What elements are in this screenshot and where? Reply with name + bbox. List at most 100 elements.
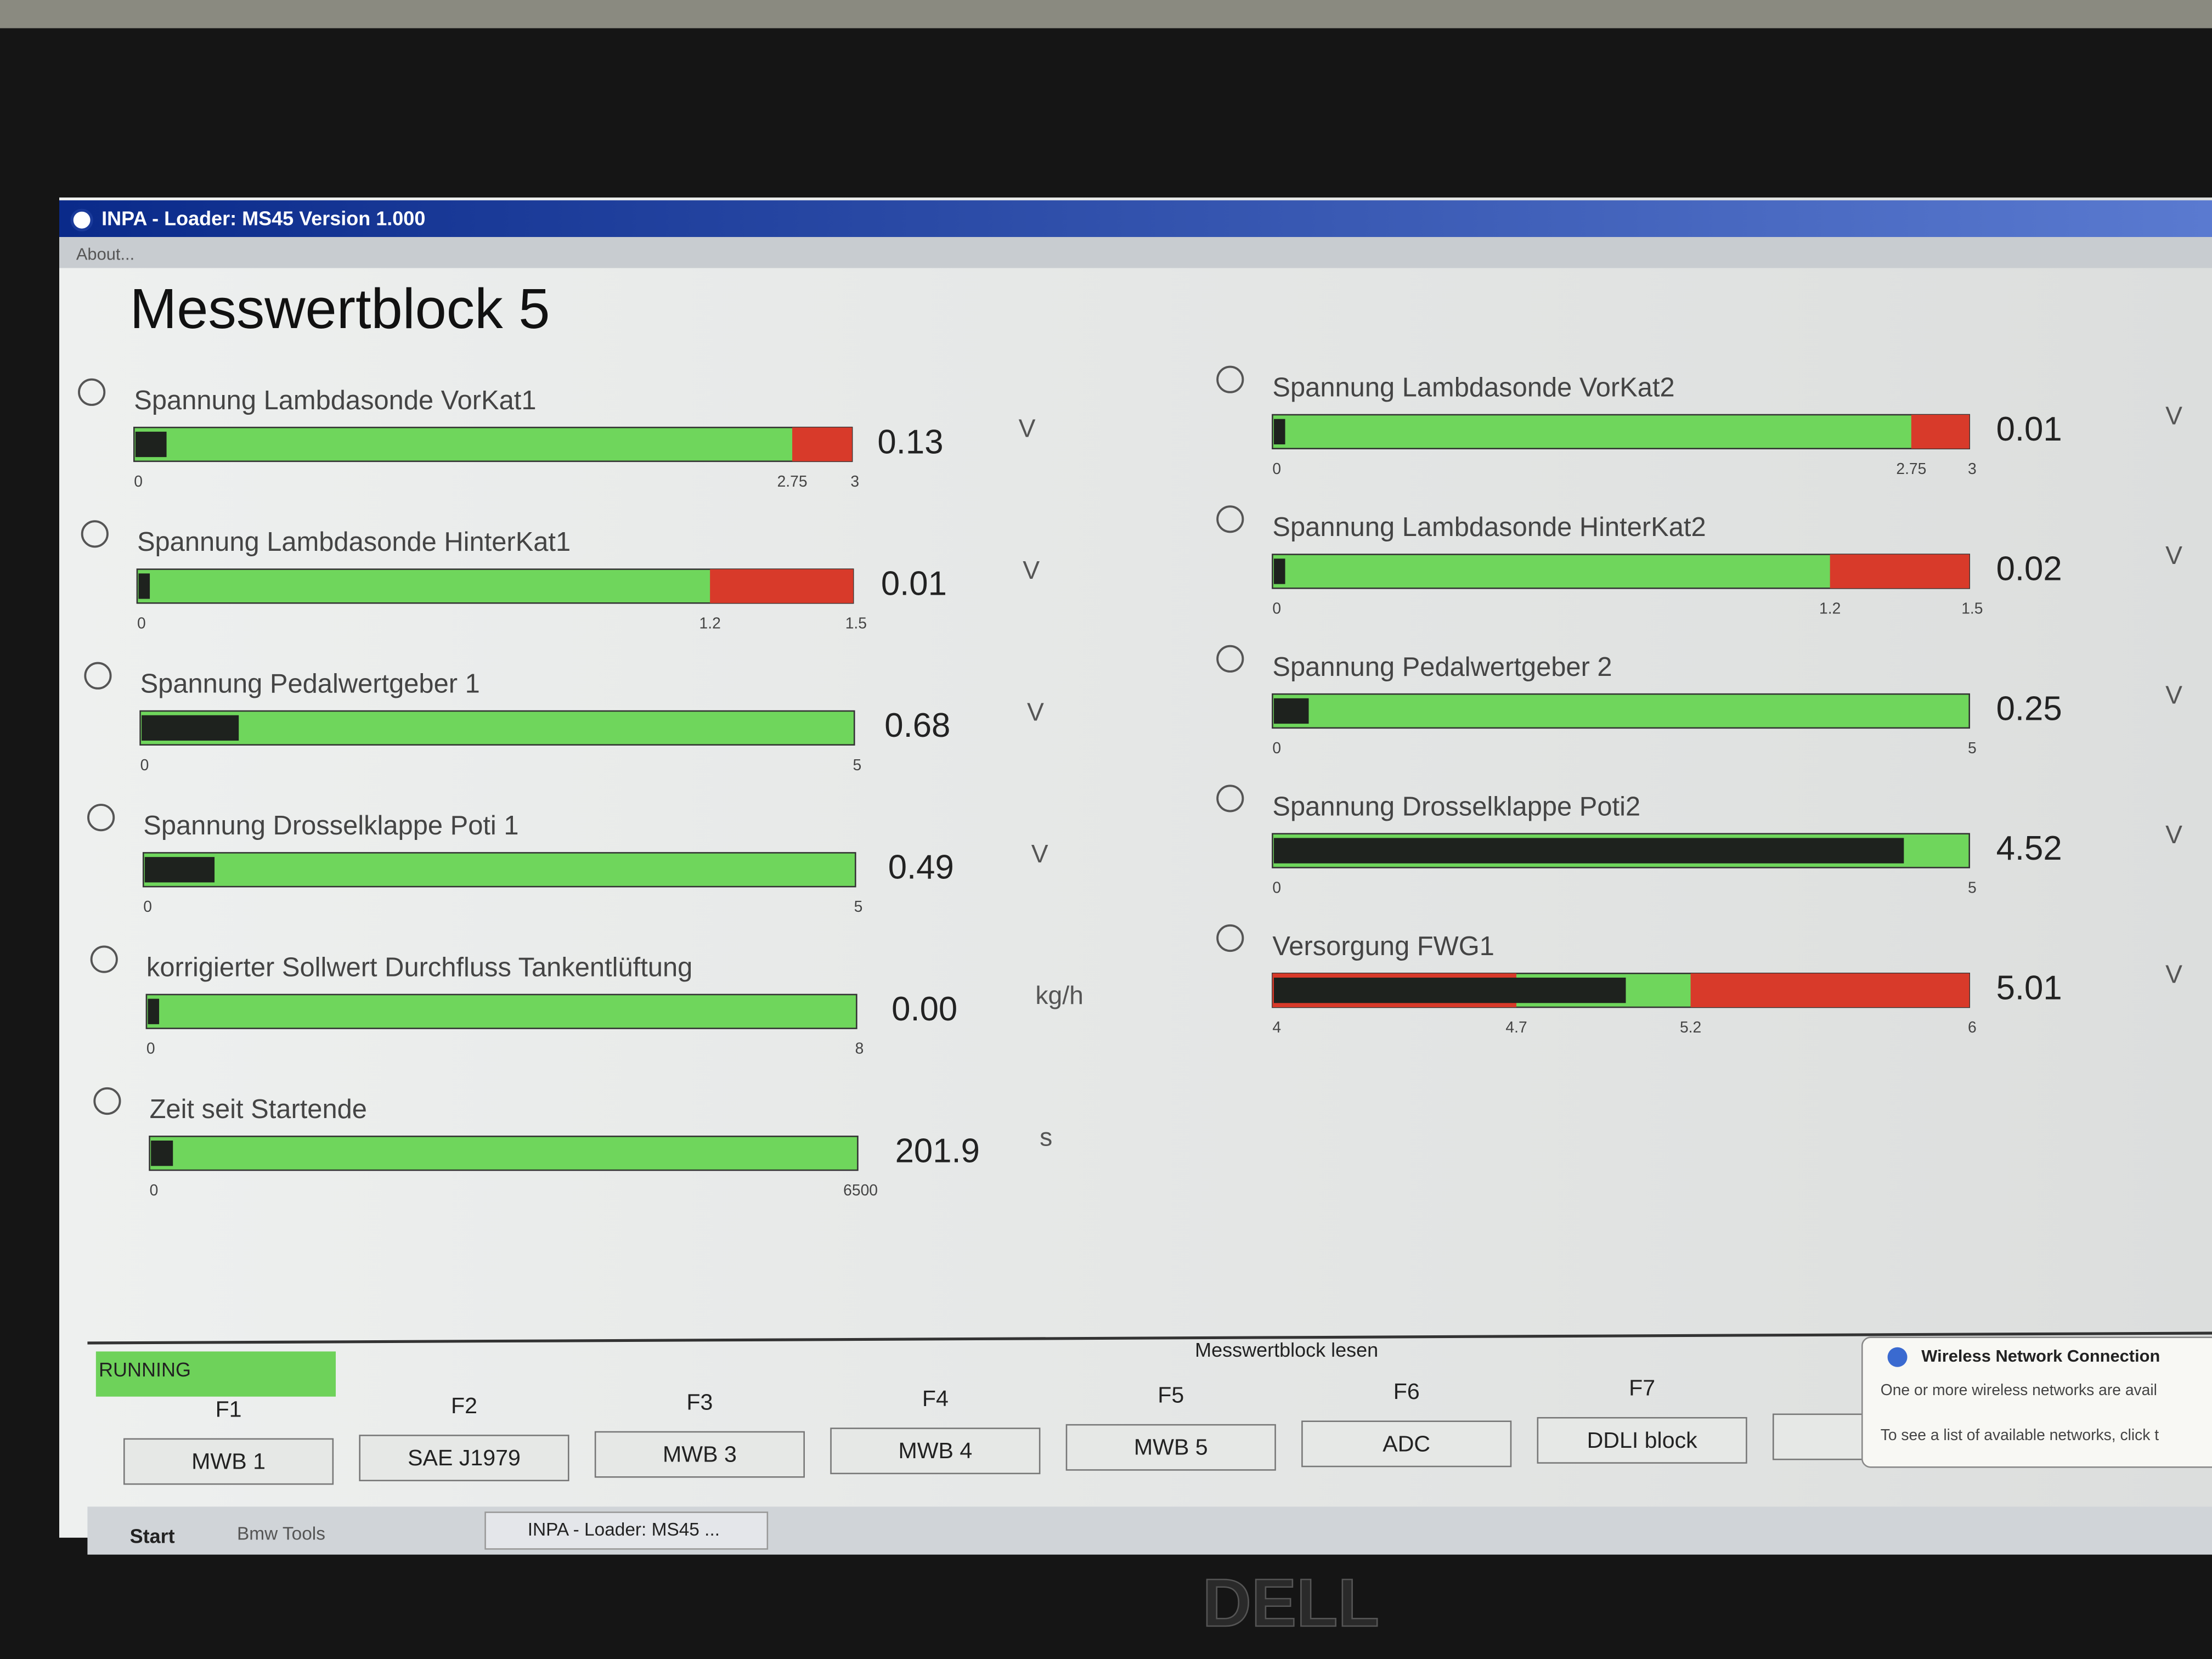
tick-label: 5 [1968,739,1977,757]
tick-label: 0 [1272,599,1281,617]
notification-title: Wireless Network Connection [1921,1346,2160,1365]
bar-fill [148,998,160,1024]
tick-label: 2.75 [1896,460,1926,477]
bar-fill [135,431,167,458]
tick-label: 5.2 [1680,1018,1701,1036]
tick-label: 1.2 [1819,599,1841,617]
tick-label: 5 [1968,878,1977,896]
window-title: INPA - Loader: MS45 Version 1.000 [101,207,425,230]
gauge-label: Spannung Lambdasonde HinterKat1 [137,527,571,557]
radio[interactable] [87,804,115,832]
menu-item[interactable]: About... [76,245,134,264]
bar-frame [1272,693,1971,729]
tick-label: 3 [850,472,859,490]
taskbar-task-label: INPA - Loader: MS45 ... [528,1520,720,1540]
notification-text: One or more wireless networks are avail [1881,1381,2157,1398]
radio[interactable] [1216,505,1244,533]
bar-fill [142,715,239,741]
bar-limit [1911,415,1970,449]
key-name: F5 [1158,1383,1184,1408]
bar-fill [1274,838,1904,864]
bar-fill [144,857,215,883]
key-name: F6 [1393,1379,1420,1404]
title-bar [59,200,2212,237]
bar-frame [145,994,857,1029]
gauge-value: 4.52 [1996,830,2062,867]
bar-fill [1274,558,1285,584]
tick-label: 0 [134,472,143,490]
bar-fill [138,573,150,599]
bar-frame [139,710,855,746]
taskbar-folder[interactable]: Bmw Tools [237,1524,325,1544]
start-button[interactable]: Start [130,1525,175,1547]
gauge-unit: V [1023,556,1040,584]
tick-label: 0 [1272,739,1281,757]
gauge-value: 0.01 [881,565,947,603]
gauge-label: Spannung Drosselklappe Poti 1 [143,811,518,840]
bar-frame [133,426,853,462]
tick-label: 4 [1272,1018,1281,1036]
key-button[interactable] [1301,1420,1512,1468]
gauge-label: korrigierter Sollwert Durchfluss Tankent… [146,952,692,982]
key-button[interactable] [359,1435,569,1482]
tick-label: 5 [853,756,862,774]
bar-fill [151,1141,173,1166]
gauge-value: 0.49 [888,849,954,887]
key-button[interactable] [594,1431,805,1478]
tick-label: 1.5 [845,614,867,631]
key-name: F2 [451,1393,477,1418]
tick-label: 0 [1272,460,1281,477]
key-button[interactable] [830,1427,1041,1475]
key-name: F3 [686,1389,713,1414]
radio[interactable] [78,378,106,406]
radio[interactable] [93,1087,121,1115]
key-label: MWB 5 [1134,1435,1208,1460]
keys-title: Messwertblock lesen [1195,1339,1378,1361]
gauge-label: Spannung Pedalwertgeber 2 [1272,652,1612,682]
gauge-value: 5.01 [1996,969,2062,1007]
info-icon [1887,1347,1908,1367]
bar-limit [792,427,853,461]
gauge-value: 0.25 [1996,690,2062,727]
bar-frame [1272,414,1971,449]
gauge-unit: V [2165,960,2182,989]
key-button[interactable] [1537,1417,1747,1464]
app-icon [70,208,93,232]
status-box [95,1351,336,1397]
radio[interactable] [84,662,112,690]
key-label: MWB 3 [663,1442,737,1467]
gauge-value: 0.02 [1996,550,2062,588]
tick-label: 0 [137,614,146,631]
status: RUNNING [99,1358,191,1381]
taskbar [87,1506,2212,1555]
tick-label: 1.2 [699,614,721,631]
key-button[interactable] [123,1438,334,1485]
taskbar-task[interactable] [484,1511,769,1550]
key-button[interactable] [1065,1424,1276,1471]
gauge-unit: V [2165,681,2182,709]
gauge-value: 201.9 [895,1132,980,1170]
radio[interactable] [90,945,118,973]
bar-frame [142,852,856,888]
radio[interactable] [1216,924,1244,952]
radio[interactable] [1216,365,1244,393]
heading: Messwertblock 5 [130,277,550,340]
tick-label: 3 [1968,460,1977,477]
bar-limit [1830,554,1970,589]
radio[interactable] [81,520,109,548]
radio[interactable] [1216,645,1244,673]
bar-fill [1274,978,1626,1003]
key-name: F1 [216,1396,242,1421]
gauge-unit: V [2165,401,2182,430]
gauge-unit: V [1031,839,1048,868]
radio[interactable] [1216,785,1244,812]
gauge-unit: s [1040,1123,1052,1152]
key-name: F4 [922,1386,949,1411]
gauge-label: Spannung Drosselklappe Poti2 [1272,792,1640,821]
gauge-unit: V [2165,820,2182,849]
gauge-label: Spannung Pedalwertgeber 1 [140,669,480,699]
bar-fill [1274,698,1309,724]
tick-label: 0 [150,1181,159,1199]
tick-label: 2.75 [777,472,808,490]
